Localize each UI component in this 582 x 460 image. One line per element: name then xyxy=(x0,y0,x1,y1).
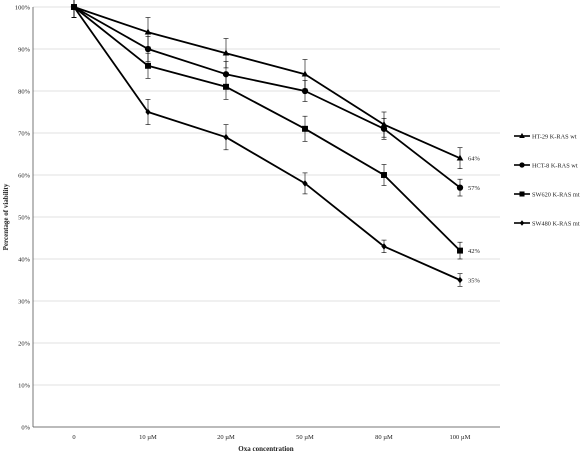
triangle-marker xyxy=(519,132,525,138)
x-tick-label: 50 µM xyxy=(296,434,314,441)
x-tick-label: 80 µM xyxy=(375,434,393,441)
series-group: 64% 57% 42% 35% xyxy=(70,0,481,287)
series-diamond: 35% xyxy=(71,0,481,287)
axes: 0% 10% 20% 30% 40% 50% 60% 70% 80% 90% 100% 0 10 µM 2… xyxy=(15,5,500,441)
y-tick-label: 50% xyxy=(18,215,31,222)
diamond-marker xyxy=(145,108,151,116)
data-label: 35% xyxy=(468,278,481,285)
square-marker xyxy=(223,83,229,90)
legend-item: SW620 K-RAS mt xyxy=(514,191,580,198)
y-tick-label: 20% xyxy=(18,341,31,348)
circle-marker xyxy=(456,184,464,191)
square-marker xyxy=(381,172,387,178)
circle-marker xyxy=(301,87,309,95)
legend-label: HCT-8 K-RAS wt xyxy=(532,162,578,169)
data-label: 64% xyxy=(468,156,481,163)
y-tick-label: 40% xyxy=(18,257,31,264)
square-marker xyxy=(457,247,463,254)
x-tick-label: 100 µM xyxy=(450,434,471,441)
square-marker xyxy=(302,125,308,132)
triangle-marker xyxy=(301,70,309,77)
legend-item: SW480 K-RAS mt xyxy=(514,220,580,227)
legend-item: HCT-8 K-RAS wt xyxy=(514,162,578,169)
legend-label: SW480 K-RAS mt xyxy=(532,220,580,227)
y-tick-label: 0% xyxy=(21,425,30,432)
series-line xyxy=(73,6,461,189)
y-tick-label: 80% xyxy=(18,89,31,96)
y-tick-label: 70% xyxy=(18,131,31,138)
x-tick-label: 20 µM xyxy=(217,434,235,441)
y-tick-label: 30% xyxy=(18,299,31,306)
diamond-marker xyxy=(223,133,229,141)
circle-marker xyxy=(380,125,388,132)
legend-label: HT-29 K-RAS wt xyxy=(532,133,577,140)
triangle-marker xyxy=(222,49,230,56)
y-tick-label: 60% xyxy=(18,173,31,180)
y-tick-label: 90% xyxy=(18,47,31,54)
triangle-marker xyxy=(144,28,152,35)
y-tick-label: 10% xyxy=(18,383,31,390)
x-tick-label: 0 xyxy=(72,434,75,441)
x-axis-label: Oxa concentration xyxy=(238,445,294,453)
circle-marker xyxy=(519,162,525,168)
triangle-marker xyxy=(456,154,464,161)
circle-marker xyxy=(144,45,152,53)
y-tick-label: 100% xyxy=(15,5,31,12)
series-line xyxy=(73,6,461,160)
diamond-marker xyxy=(457,276,463,284)
y-axis-label: Percentage of viability xyxy=(2,183,10,250)
diamond-marker xyxy=(381,243,387,250)
series-line xyxy=(73,6,461,252)
diamond-marker xyxy=(302,180,308,187)
series-square: 42% xyxy=(71,0,481,260)
series-line xyxy=(73,6,461,281)
gridlines xyxy=(33,6,500,428)
legend: HT-29 K-RAS wt HCT-8 K-RAS wt SW620 K-RAS … xyxy=(514,132,580,227)
x-tick-label: 10 µM xyxy=(139,434,157,441)
legend-label: SW620 K-RAS mt xyxy=(532,191,580,198)
square-marker xyxy=(519,191,525,197)
diamond-marker xyxy=(71,3,77,11)
data-label: 57% xyxy=(468,185,481,192)
square-marker xyxy=(145,62,151,69)
legend-item: HT-29 K-RAS wt xyxy=(514,132,577,140)
data-label: 42% xyxy=(468,248,481,255)
diamond-marker xyxy=(519,220,525,226)
